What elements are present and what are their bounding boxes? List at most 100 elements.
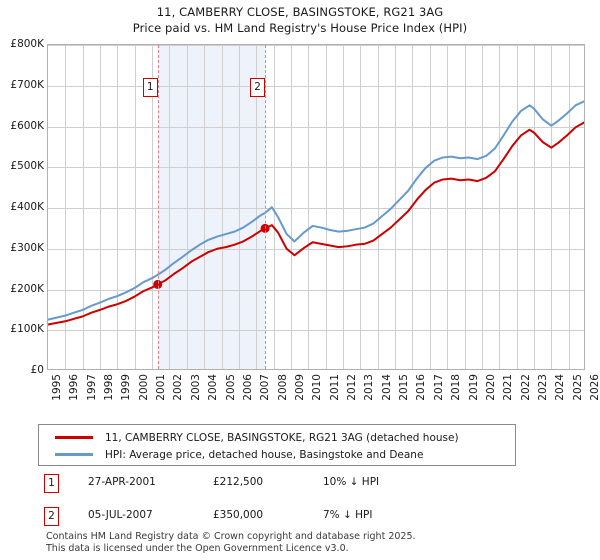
gridline-vertical — [204, 45, 206, 369]
gridline-vertical — [568, 45, 570, 369]
sale-event-vertical-line — [265, 45, 267, 369]
y-axis-tick-label: £700K — [10, 78, 44, 91]
sale-event-marker-box[interactable]: 1 — [142, 78, 158, 97]
sale-event-marker-box[interactable]: 2 — [250, 78, 266, 97]
x-axis-tick-label: 2017 — [432, 374, 445, 401]
series-layer — [48, 100, 584, 326]
x-axis-tick-label: 2024 — [554, 374, 567, 401]
y-axis-tick-label: £0 — [30, 364, 44, 376]
gridline-vertical — [343, 45, 345, 369]
gridline-vertical — [533, 45, 535, 369]
x-axis-tick-label: 2013 — [363, 374, 376, 401]
x-axis-tick-label: 2012 — [346, 374, 359, 401]
gridline-vertical — [65, 45, 67, 369]
gridline-vertical — [516, 45, 518, 369]
gridline-vertical — [412, 45, 414, 369]
gridline-vertical — [551, 45, 553, 369]
x-axis-tick-label: 2020 — [484, 374, 497, 401]
gridline-horizontal — [48, 208, 584, 209]
gridline-vertical — [186, 45, 188, 369]
gridline-vertical — [117, 45, 119, 369]
y-axis-labels: £0 £100K £200K £300K £400K £500K £600K £700K £80… — [0, 38, 44, 376]
gridline-vertical — [221, 45, 223, 369]
x-axis-tick-label: 2025 — [571, 374, 584, 401]
y-axis-tick-label: £400K — [10, 201, 44, 213]
gridline-vertical — [134, 45, 136, 369]
gridline-vertical — [82, 45, 84, 369]
x-axis-tick-label: 2011 — [328, 374, 341, 401]
transaction-row[interactable]: 1 27-APR-2001 £212,500 10% ↓ HPI — [0, 472, 600, 494]
y-axis-tick-label: £100K — [10, 323, 44, 336]
y-axis-tick-label: £600K — [10, 119, 44, 132]
x-axis-tick-label: 2010 — [311, 374, 324, 401]
legend-label: HPI: Average price, detached house, Basi… — [105, 448, 424, 461]
gridline-vertical — [169, 45, 171, 369]
y-axis-tick-label: £500K — [10, 160, 44, 173]
x-axis-tick-label: 2019 — [467, 374, 480, 401]
x-axis-tick-label: 2023 — [536, 374, 549, 401]
gridline-vertical — [308, 45, 310, 369]
transaction-hpi-delta: 7% ↓ HPI — [323, 509, 373, 521]
legend-item: 11, CAMBERRY CLOSE, BASINGSTOKE, RG21 3A… — [47, 429, 507, 446]
x-axis-tick-label: 2003 — [189, 374, 202, 401]
x-axis-tick-label: 1998 — [103, 374, 116, 401]
gridline-vertical — [377, 45, 379, 369]
title-address: 11, CAMBERRY CLOSE, BASINGSTOKE, RG21 3A… — [156, 5, 444, 19]
x-axis-tick-label: 1997 — [85, 374, 98, 401]
x-axis-tick-label: 1995 — [51, 374, 63, 401]
gridline-vertical — [290, 45, 292, 369]
transaction-date: 27-APR-2001 — [88, 476, 156, 488]
x-axis-tick-label: 2001 — [155, 374, 168, 401]
x-axis-tick-label: 2021 — [502, 374, 515, 401]
gridline-vertical — [273, 45, 275, 369]
x-axis-tick-label: 2015 — [398, 374, 411, 401]
gridline-horizontal — [48, 126, 584, 128]
transaction-price: £212,500 — [213, 476, 264, 488]
x-axis-tick-label: 2007 — [259, 374, 272, 401]
chart-container: £0 £100K £200K £300K £400K £500K £600K £700K £80… — [0, 38, 600, 416]
gridline-vertical — [100, 45, 102, 369]
gridline-horizontal — [48, 330, 584, 332]
footer-line-copyright: Contains HM Land Registry data © Crown c… — [46, 531, 416, 542]
footer-line-licence: This data is licensed under the Open Gov… — [46, 542, 349, 554]
x-axis-tick-label: 2026 — [589, 374, 600, 401]
x-axis-tick-label: 2022 — [519, 374, 532, 401]
gridline-vertical — [464, 45, 466, 369]
gridline-vertical — [325, 45, 327, 369]
gridline-vertical — [499, 45, 501, 369]
gridline-horizontal — [48, 45, 584, 46]
x-axis-tick-label: 1999 — [120, 374, 133, 401]
gridline-vertical — [238, 45, 240, 369]
gridline-vertical — [360, 45, 362, 369]
series-line-hpi — [48, 100, 584, 321]
footer-licence: Contains HM Land Registry data © Crown c… — [46, 531, 590, 554]
gridline-horizontal — [48, 289, 584, 291]
x-axis-tick-label: 2004 — [207, 374, 220, 401]
title-subtitle: Price paid vs. HM Land Registry's House … — [132, 21, 468, 35]
x-axis-tick-label: 2009 — [293, 374, 306, 401]
x-axis-labels: 1995 1996 1997 1998 1999 2000 2001 2002 2003 2004… — [47, 374, 600, 416]
transaction-row[interactable]: 2 05-JUL-2007 £350,000 7% ↓ HPI — [0, 505, 600, 527]
gridline-vertical — [481, 45, 483, 369]
gridline-vertical — [395, 45, 397, 369]
chart-legend: 11, CAMBERRY CLOSE, BASINGSTOKE, RG21 3A… — [38, 424, 516, 466]
sale-event-vertical-line — [157, 45, 159, 369]
page-title: 11, CAMBERRY CLOSE, BASINGSTOKE, RG21 3A… — [0, 4, 600, 36]
transaction-price: £350,000 — [213, 509, 264, 521]
legend-color-swatch — [55, 436, 93, 439]
y-axis-tick-label: £200K — [10, 282, 44, 295]
legend-label: 11, CAMBERRY CLOSE, BASINGSTOKE, RG21 3A… — [105, 431, 459, 444]
x-axis-tick-label: 1996 — [68, 374, 81, 401]
x-axis-tick-label: 2016 — [415, 374, 428, 401]
transaction-date: 05-JUL-2007 — [88, 509, 153, 521]
x-axis-tick-label: 2008 — [276, 374, 289, 401]
x-axis-tick-label: 2014 — [380, 374, 393, 401]
x-axis-tick-label: 2002 — [172, 374, 185, 401]
transaction-marker-number: 2 — [44, 507, 59, 526]
gridline-vertical — [256, 45, 258, 369]
y-axis-tick-label: £300K — [10, 241, 44, 254]
x-axis-tick-label: 2018 — [450, 374, 463, 401]
gridline-horizontal — [48, 167, 584, 169]
